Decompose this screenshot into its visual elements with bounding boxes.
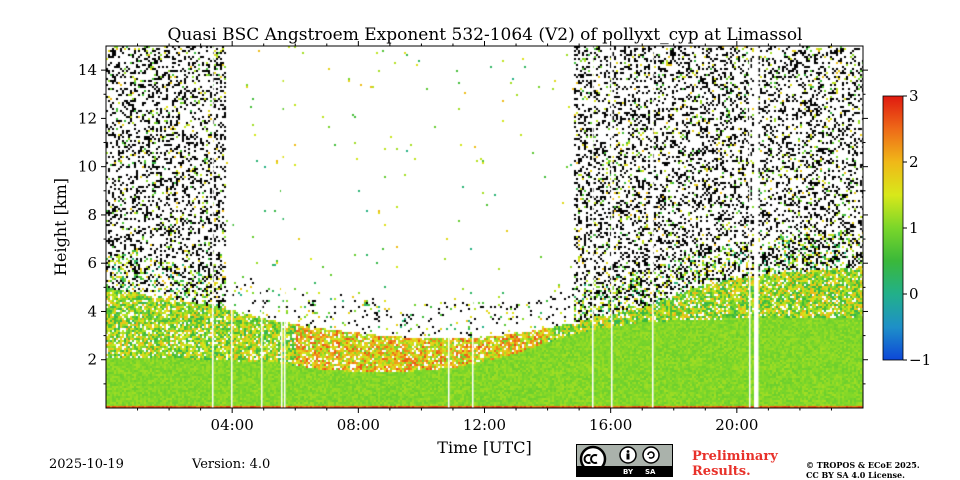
- license-by: BY: [623, 468, 634, 476]
- license-badge[interactable]: BY SA: [576, 444, 673, 477]
- colorbar-tick-label: 1: [909, 219, 919, 237]
- preliminary-note: Preliminary Results.: [692, 449, 778, 479]
- chart-title: Quasi BSC Angstroem Exponent 532-1064 (V…: [167, 25, 803, 45]
- colorbar-tick-label: 3: [909, 87, 919, 105]
- colorbar-tick-label: −1: [909, 351, 931, 369]
- colorbar-tick-label: 2: [909, 153, 919, 171]
- x-tick-label: 12:00: [463, 416, 506, 434]
- license-strip: [577, 466, 672, 476]
- y-tick-label: 14: [78, 61, 97, 79]
- heatmap-container: [106, 46, 863, 408]
- x-tick-label: 16:00: [589, 416, 632, 434]
- x-axis-label: Time [UTC]: [437, 438, 531, 457]
- y-tick-label: 8: [87, 206, 97, 224]
- copyright-note: © TROPOS & ECoE 2025. CC BY SA 4.0 Licen…: [806, 460, 920, 480]
- copyright-line2: CC BY SA 4.0 License.: [806, 470, 905, 480]
- version-label: Version: 4.0: [192, 457, 271, 472]
- colorbar: [882, 95, 904, 361]
- y-tick-label: 6: [87, 254, 97, 272]
- y-axis-label: Height [km]: [51, 178, 70, 276]
- share-alike-icon: [642, 446, 660, 464]
- y-tick-label: 2: [87, 351, 97, 369]
- date-label: 2025-10-19: [49, 457, 124, 472]
- copyright-line1: © TROPOS & ECoE 2025.: [806, 460, 920, 470]
- attribution-icon: [619, 446, 637, 464]
- y-tick-label: 10: [78, 158, 97, 176]
- license-sa: SA: [645, 468, 656, 476]
- colorbar-tick-label: 0: [909, 285, 919, 303]
- y-tick-label: 4: [87, 302, 97, 320]
- x-tick-label: 08:00: [337, 416, 380, 434]
- heatmap-raster: [106, 46, 863, 408]
- preliminary-line2: Results.: [692, 464, 751, 479]
- y-tick-label: 12: [78, 109, 97, 127]
- x-tick-label: 04:00: [211, 416, 254, 434]
- preliminary-line1: Preliminary: [692, 449, 778, 464]
- x-tick-label: 20:00: [715, 416, 758, 434]
